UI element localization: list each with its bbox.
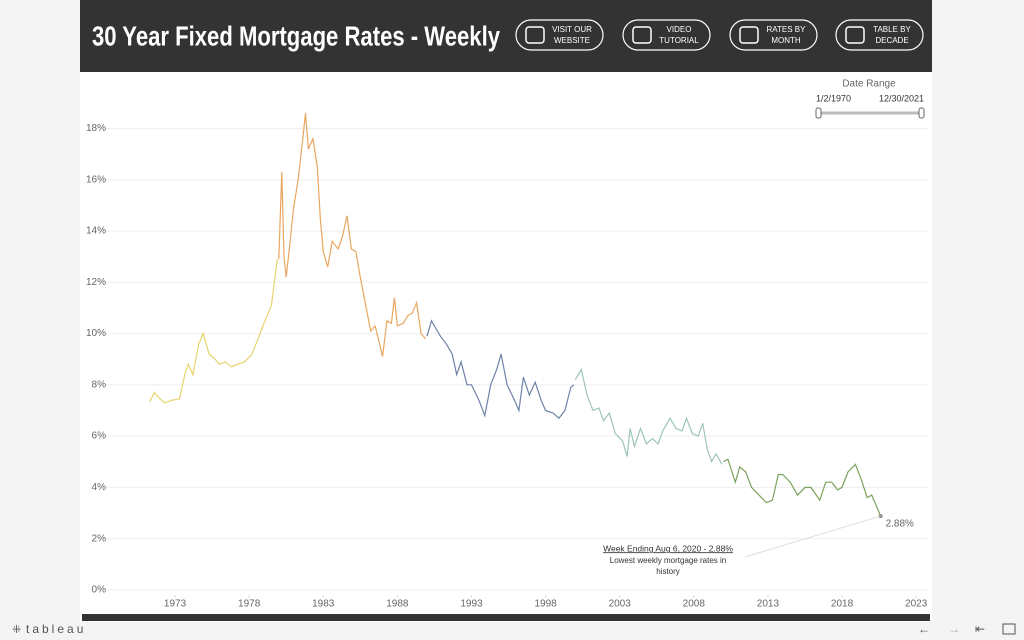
button-label[interactable]: RATES BY (767, 25, 807, 34)
button-label[interactable]: WEBSITE (554, 36, 590, 45)
line-series (574, 367, 723, 465)
filter-label: Date Range (842, 79, 896, 90)
header-button[interactable] (835, 19, 924, 51)
scroll-bar (82, 614, 930, 621)
button-label[interactable]: VISIT OUR (552, 25, 592, 34)
x-tick-label: 2013 (757, 599, 780, 610)
value-label: 2.88% (886, 519, 914, 530)
x-tick-label: 2008 (683, 599, 706, 610)
y-tick-label: 6% (92, 431, 107, 442)
slider-handle[interactable] (815, 107, 822, 119)
line-series (149, 259, 278, 404)
x-tick-label: 1993 (460, 599, 483, 610)
filter-end: 12/30/2021 (879, 93, 924, 103)
x-tick-label: 2023 (905, 599, 928, 610)
x-tick-label: 1978 (238, 599, 261, 610)
button-icon (739, 26, 759, 44)
button-label[interactable]: VIDEO (667, 25, 692, 34)
header-bar (80, 0, 932, 72)
y-tick-label: 18% (86, 123, 106, 134)
y-tick-label: 16% (86, 174, 106, 185)
button-group: VISIT OUR WEBSITE VIDEO TUTORIAL RATES BY MON… (515, 19, 924, 51)
x-tick-label: 1983 (312, 599, 335, 610)
header-title: 30 Year Fixed Mortgage Rates - Weekly (92, 20, 500, 51)
x-tick-label: 1998 (534, 599, 557, 610)
annotation-title: Week Ending Aug 6, 2020 - 2.88% (603, 543, 733, 553)
x-tick-label: 1973 (164, 599, 187, 610)
line-series (426, 319, 575, 420)
nav-reset[interactable]: ⇤ (975, 622, 985, 636)
button-label[interactable]: DECADE (875, 36, 908, 45)
line-series (723, 458, 882, 517)
plot: 0% 2% 4% 6% 8% 10% 12% 14% 16% 18% 1973 1978 1983 198… (86, 113, 928, 610)
button-icon (845, 26, 865, 44)
button-icon (632, 26, 652, 44)
panel (80, 0, 932, 622)
button-icon (525, 26, 545, 44)
brand: tableau (26, 622, 86, 636)
x-tick-label: 2003 (609, 599, 632, 610)
nav-forward[interactable]: → (948, 622, 960, 636)
header-button[interactable] (622, 19, 711, 51)
line-series (278, 113, 426, 357)
header-button[interactable] (729, 19, 818, 51)
nav-back[interactable]: ← (918, 622, 930, 636)
y-tick-label: 4% (92, 482, 107, 493)
fullscreen[interactable] (1002, 623, 1016, 635)
annotation-text: Lowest weekly mortgage rates in (610, 556, 727, 565)
y-tick-label: 14% (86, 226, 106, 237)
button-label[interactable]: MONTH (771, 36, 801, 45)
button-label[interactable]: TABLE BY (873, 25, 911, 34)
header-button[interactable] (515, 19, 604, 51)
y-tick-label: 2% (92, 533, 107, 544)
annotation-leader (744, 515, 881, 558)
y-tick-label: 10% (86, 328, 106, 339)
y-tick-label: 12% (86, 277, 106, 288)
x-tick-label: 2018 (831, 599, 854, 610)
y-tick-label: 0% (92, 585, 107, 596)
y-tick-label: 8% (92, 379, 107, 390)
brand-icon: ⁜ (12, 624, 21, 636)
filter-start: 1/2/1970 (816, 93, 851, 103)
x-tick-label: 1988 (386, 599, 409, 610)
slider-handle[interactable] (918, 107, 925, 119)
annotation-text: history (656, 567, 680, 576)
button-label[interactable]: TUTORIAL (659, 36, 699, 45)
